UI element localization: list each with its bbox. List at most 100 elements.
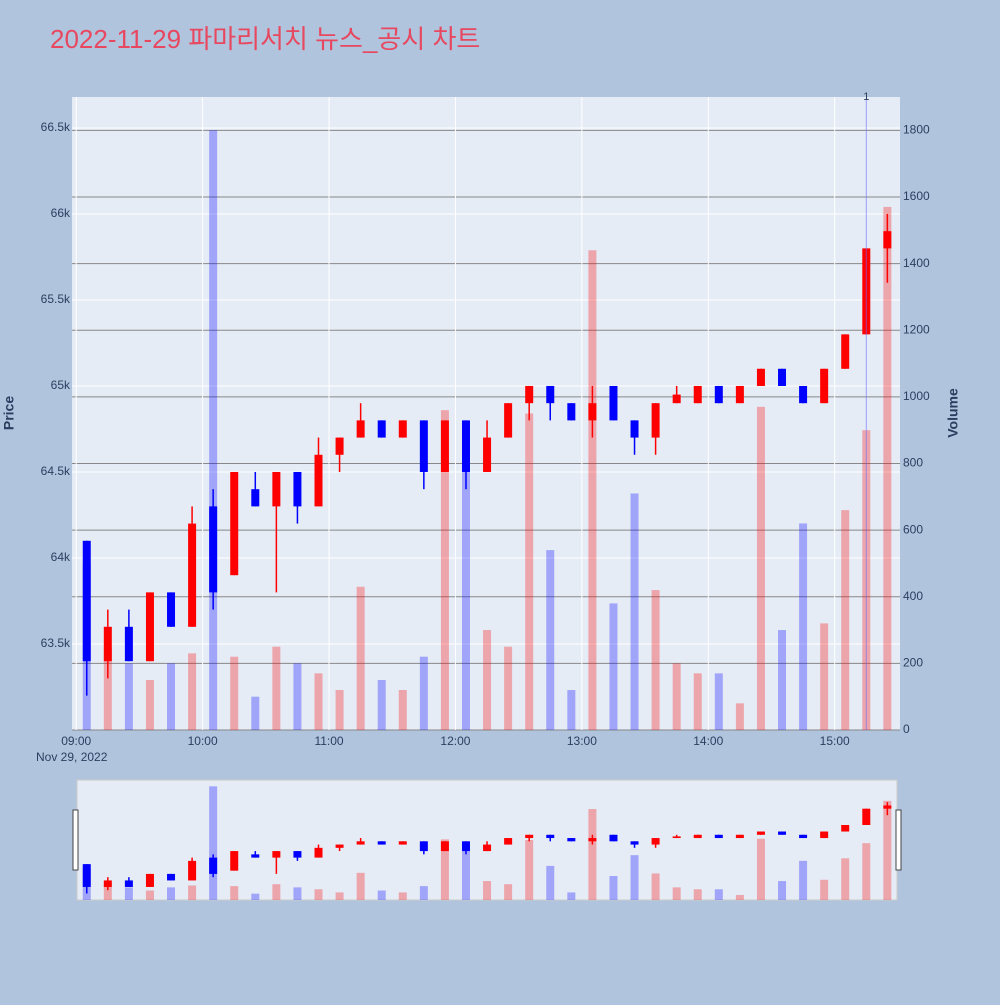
- mini-candle-body: [778, 831, 787, 835]
- mini-volume-bar: [356, 872, 365, 900]
- mini-volume-bar: [504, 884, 513, 900]
- volume-bar: [525, 413, 534, 730]
- mini-candle-body: [209, 857, 218, 874]
- mini-volume-bar: [230, 886, 239, 900]
- volume-bar: [799, 523, 808, 730]
- volume-bar: [145, 680, 154, 730]
- y-tick-label: 64.5k: [41, 464, 71, 478]
- volume-bar: [419, 656, 428, 730]
- y-axis-title: Price: [1, 396, 17, 430]
- volume-bar: [356, 586, 365, 730]
- candle-body: [546, 385, 555, 404]
- mini-volume-bar: [799, 860, 808, 900]
- mini-volume-bar: [567, 892, 576, 900]
- mini-volume-bar: [251, 893, 260, 900]
- volume-bar: [124, 663, 133, 730]
- volume-bar: [609, 603, 618, 730]
- mini-candle-body: [525, 834, 534, 839]
- mini-candle-body: [188, 860, 197, 881]
- candle-body: [419, 420, 428, 472]
- y2-tick-label: 0: [903, 722, 910, 736]
- candle-body: [272, 471, 281, 507]
- mini-candle-body: [440, 841, 449, 852]
- candle-body: [735, 385, 744, 404]
- candle-body: [504, 403, 513, 438]
- volume-bar: [504, 646, 513, 730]
- y-tick-label: 65k: [51, 378, 71, 392]
- candle-body: [167, 592, 176, 627]
- mini-candle-body: [398, 841, 407, 845]
- y-tick-label: 66k: [51, 206, 71, 220]
- mini-volume-bar: [314, 889, 323, 900]
- y2-tick-label: 1200: [903, 322, 930, 336]
- candle-body: [778, 368, 787, 386]
- mini-volume-bar: [672, 887, 681, 900]
- mini-volume-bar: [209, 786, 218, 900]
- candle-body: [883, 231, 892, 249]
- x-tick-label: 14:00: [693, 734, 723, 748]
- volume-bar: [672, 663, 681, 730]
- candle-body: [567, 403, 576, 421]
- volume-bar: [335, 690, 344, 730]
- mini-candle-body: [145, 873, 154, 887]
- candle-body: [609, 385, 618, 421]
- volume-bar: [778, 630, 787, 730]
- candle-body: [630, 420, 639, 438]
- volume-bar: [546, 550, 555, 730]
- mini-candle-body: [651, 838, 660, 845]
- candle-body: [820, 368, 829, 404]
- candle-body: [209, 506, 218, 593]
- mini-volume-bar: [124, 887, 133, 900]
- annotation-text: 1: [863, 91, 869, 103]
- volume-bar: [251, 696, 260, 730]
- slider-handle[interactable]: [72, 809, 79, 871]
- volume-bar: [230, 656, 239, 730]
- candle-body: [756, 368, 765, 386]
- candle-body: [651, 403, 660, 438]
- candle-body: [377, 420, 386, 438]
- volume-bar: [651, 590, 660, 730]
- mini-volume-bar: [883, 800, 892, 900]
- candle-body: [483, 437, 492, 472]
- mini-candle-body: [272, 851, 281, 858]
- mini-volume-bar: [272, 884, 281, 900]
- candle-body: [356, 420, 365, 438]
- mini-volume-bar: [778, 881, 787, 900]
- volume-bar: [588, 250, 597, 730]
- candle-body: [588, 403, 597, 421]
- volume-bar: [209, 130, 218, 730]
- candle-body: [230, 471, 239, 576]
- candle-body: [145, 592, 154, 662]
- mini-volume-bar: [167, 887, 176, 900]
- mini-volume-bar: [630, 855, 639, 900]
- candle-body: [714, 385, 723, 404]
- volume-bar: [883, 206, 892, 730]
- y2-tick-label: 600: [903, 522, 923, 536]
- mini-volume-bar: [546, 865, 555, 900]
- y-tick-label: 64k: [51, 550, 71, 564]
- mini-volume-bar: [398, 892, 407, 900]
- mini-volume-bar: [820, 879, 829, 900]
- mini-candle-body: [504, 838, 513, 845]
- mini-candle-body: [251, 854, 260, 858]
- y2-tick-label: 400: [903, 589, 923, 603]
- slider-handle[interactable]: [895, 809, 902, 871]
- candle-body: [461, 420, 470, 472]
- candle-body: [799, 385, 808, 404]
- mini-candle-body: [230, 851, 239, 871]
- range-slider[interactable]: [76, 779, 898, 901]
- mini-volume-bar: [103, 884, 112, 900]
- mini-volume-bar: [609, 876, 618, 900]
- y-tick-label: 66.5k: [41, 120, 71, 134]
- volume-bar: [483, 630, 492, 730]
- mini-volume-bar: [735, 894, 744, 900]
- mini-volume-bar: [714, 889, 723, 900]
- volume-bar: [398, 690, 407, 730]
- x-tick-label: 09:00: [61, 734, 91, 748]
- volume-bar: [293, 663, 302, 730]
- mini-candle-body: [799, 834, 808, 839]
- mini-candle-body: [356, 841, 365, 845]
- candle-body: [293, 471, 302, 507]
- candle-body: [525, 385, 534, 404]
- mini-volume-bar: [651, 873, 660, 900]
